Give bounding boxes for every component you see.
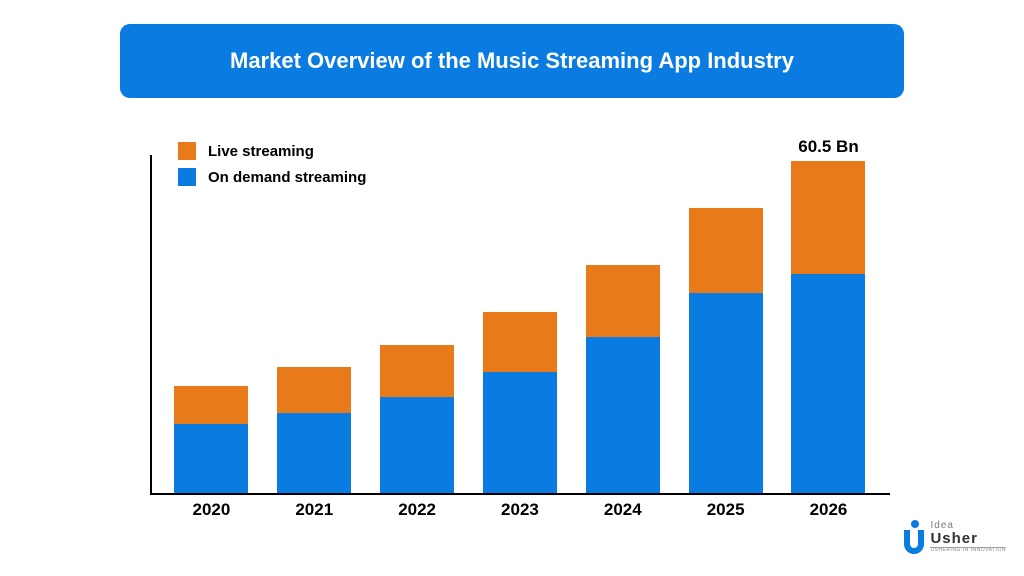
chart-title: Market Overview of the Music Streaming A… <box>230 48 794 74</box>
chart-area: 60.5 Bn <box>150 155 890 495</box>
bar-segment <box>791 274 865 493</box>
bar-segment <box>380 345 454 397</box>
bar-segment <box>586 265 660 336</box>
bar-column: 60.5 Bn <box>791 161 865 493</box>
brand-logo: Idea Usher USHERING IN INNOVATION <box>902 520 1006 554</box>
bar-column <box>689 208 763 493</box>
x-axis-label: 2025 <box>689 500 763 520</box>
bars-container: 60.5 Bn <box>150 155 890 493</box>
brand-tagline: USHERING IN INNOVATION <box>930 548 1006 553</box>
bar-annotation: 60.5 Bn <box>798 137 858 157</box>
x-axis-label: 2023 <box>483 500 557 520</box>
bar-segment <box>586 337 660 493</box>
bar-stack <box>380 345 454 493</box>
bar-stack <box>483 312 557 493</box>
bar-segment <box>380 397 454 493</box>
bar-column <box>483 312 557 493</box>
bar-segment <box>174 424 248 493</box>
title-banner: Market Overview of the Music Streaming A… <box>120 24 904 98</box>
brand-mark-icon <box>902 520 926 554</box>
bar-column <box>586 265 660 493</box>
x-axis-labels: 2020 2021 2022 2023 2024 2025 2026 <box>150 500 890 520</box>
x-axis-label: 2020 <box>174 500 248 520</box>
bar-segment <box>689 293 763 493</box>
bar-segment <box>483 372 557 493</box>
bar-column <box>174 386 248 493</box>
x-axis-label: 2021 <box>277 500 351 520</box>
bar-segment <box>791 161 865 273</box>
bar-segment <box>483 312 557 372</box>
x-axis <box>150 493 890 495</box>
bar-stack <box>791 161 865 493</box>
page: Market Overview of the Music Streaming A… <box>0 0 1024 576</box>
x-axis-label: 2026 <box>791 500 865 520</box>
bar-column <box>380 345 454 493</box>
bar-column <box>277 367 351 493</box>
bar-stack <box>689 208 763 493</box>
bar-segment <box>277 367 351 414</box>
brand-text: Idea Usher USHERING IN INNOVATION <box>930 521 1006 553</box>
bar-stack <box>277 367 351 493</box>
bar-stack <box>586 265 660 493</box>
x-axis-label: 2022 <box>380 500 454 520</box>
bar-segment <box>174 386 248 424</box>
bar-stack <box>174 386 248 493</box>
bar-segment <box>689 208 763 293</box>
bar-segment <box>277 413 351 493</box>
brand-line2: Usher <box>930 531 1006 548</box>
x-axis-label: 2024 <box>586 500 660 520</box>
